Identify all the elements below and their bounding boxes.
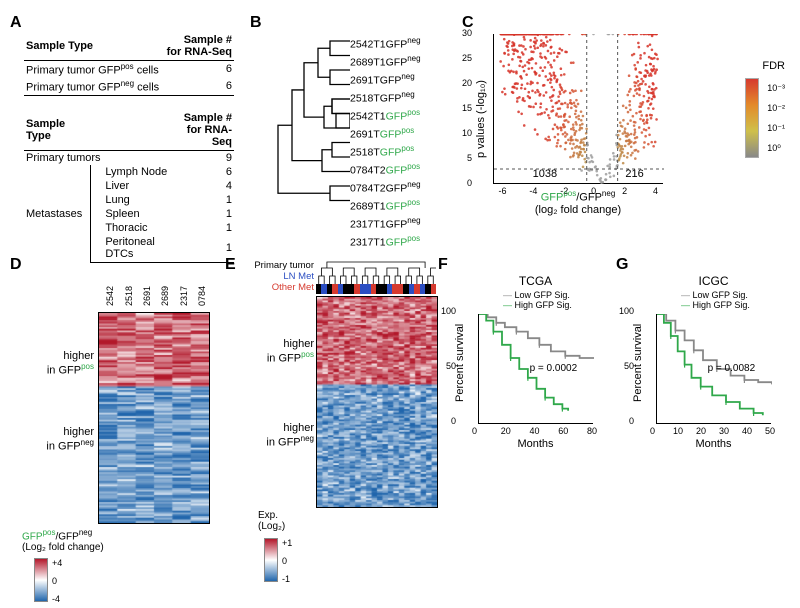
panel-a-tables: Sample TypeSample #for RNA-SeqPrimary tu… (24, 32, 234, 263)
panel-g-legend: — Low GFP Sig. — High GFP Sig. (681, 290, 750, 310)
svg-text:1038: 1038 (533, 168, 557, 180)
panel-label-d: D (10, 256, 22, 274)
svg-text:p = 0.0082: p = 0.0082 (708, 363, 756, 374)
panel-d-bot-label: higherin GFPneg (24, 426, 94, 453)
panel-g-xlabel: Months (656, 438, 771, 450)
panel-g-survival: ICGC — Low GFP Sig. — High GFP Sig. Perc… (626, 274, 791, 464)
panel-e-track-label-1: LN Met (244, 271, 314, 282)
panel-f-legend: — Low GFP Sig. — High GFP Sig. (503, 290, 572, 310)
panel-e-heatmap: Primary tumor LN Met Other Met higherin … (230, 258, 438, 598)
panel-e-track-label-2: Other Met (244, 282, 314, 293)
panel-d-top-label: higherin GFPpos (24, 350, 94, 377)
panel-f-survival: TCGA — Low GFP Sig. — High GFP Sig. Perc… (448, 274, 613, 464)
panel-c-xlabel: GFPpos/GFPneg (log₂ fold change) (493, 188, 663, 216)
panel-c-ylabel: p values (-log₁₀) (475, 80, 487, 158)
panel-c-volcano: p values (-log₁₀) 1038216 -6-4-2024 0510… (465, 28, 785, 228)
panel-e-track-label-0: Primary tumor (244, 260, 314, 271)
svg-text:p = 0.0002: p = 0.0002 (530, 363, 578, 374)
panel-d-heatmap: 254225182691268923170784 higherin GFPpos… (12, 276, 222, 596)
panel-b-dendrogram: 2542T1GFPneg2689T1GFPneg2691TGFPneg2518T… (260, 28, 440, 228)
panel-label-g: G (616, 256, 628, 274)
panel-c-fdr-label: FDR (762, 60, 785, 72)
panel-g-title: ICGC (656, 274, 771, 288)
panel-f-title: TCGA (478, 274, 593, 288)
panel-label-a: A (10, 14, 22, 32)
panel-c-plot-area: 1038 216 (493, 34, 663, 184)
svg-text:216: 216 (625, 168, 643, 180)
panel-label-f: F (438, 256, 448, 274)
panel-f-xlabel: Months (478, 438, 593, 450)
